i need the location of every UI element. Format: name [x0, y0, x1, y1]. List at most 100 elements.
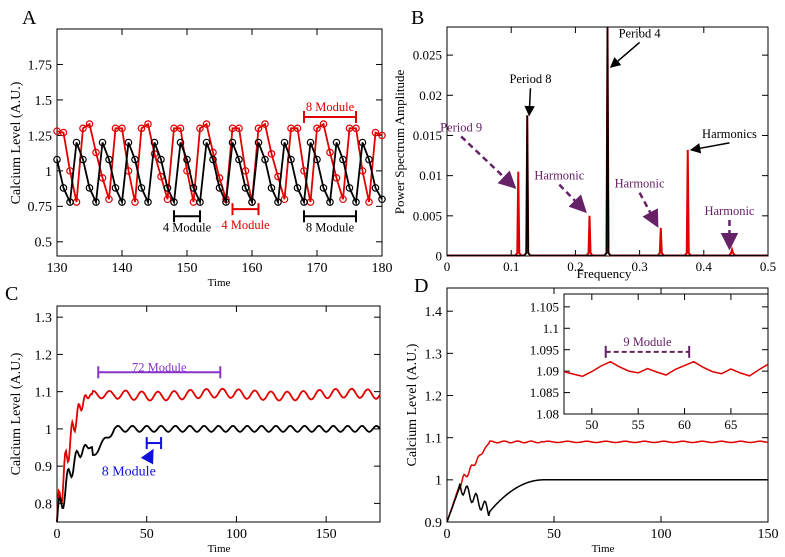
- y-tick-label: 0.9: [35, 460, 53, 475]
- y-tick-label: 1.5: [35, 94, 53, 109]
- y-tick-label: 0.005: [413, 208, 442, 223]
- x-tick-label: 0.4: [696, 259, 713, 274]
- y-tick-label: 0.02: [419, 88, 442, 103]
- panel-b-letter: B: [411, 7, 424, 29]
- x-tick-label: 170: [307, 261, 328, 276]
- panel-a-series-0-point: [261, 120, 269, 128]
- panel-a-series-1-point: [209, 155, 217, 164]
- y-tick-label: 1.1: [425, 432, 443, 447]
- y-tick-label: 0.8: [35, 497, 53, 512]
- panel-a-series-1-point: [332, 138, 341, 147]
- panel-b-annotation-5-label: Harmonic: [615, 177, 665, 191]
- panel-d-inset: 50 55 60 65 1.08 1.085 1.09 1.095 1.1 1.105 9 Mod…: [530, 293, 769, 432]
- panel-b: B 0 0.1 0.2 0.3 0.4 0.5 0 0.005 0.01 0.015 0.02 0.0…: [392, 7, 776, 281]
- panel-a-series-0-point: [118, 124, 126, 133]
- y-tick-label: 1.25: [28, 129, 53, 144]
- panel-a-series-0-point: [144, 120, 152, 128]
- panel-a-series-1-point: [228, 138, 237, 147]
- panel-c-frame: [56, 305, 381, 523]
- panel-a-series-0-point: [59, 128, 68, 137]
- panel-a-series-1-point: [222, 198, 230, 206]
- panel-b-annotation-0-arrow: [524, 88, 535, 117]
- y-tick-label: 1.085: [530, 385, 559, 400]
- panel-a-series-1-point: [235, 155, 243, 164]
- y-tick-label: 0.5: [35, 236, 53, 251]
- x-tick-label: 0: [444, 259, 451, 274]
- x-tick-label: 55: [632, 417, 645, 432]
- x-tick-label: 50: [140, 527, 154, 542]
- panel-a-series-1-point: [365, 155, 373, 164]
- panel-a-series-1-point: [118, 198, 126, 206]
- panel-d-inset-series-0-line: [563, 360, 769, 378]
- y-tick-label: 1: [45, 165, 52, 180]
- panel-c-series-0-line: [56, 387, 381, 523]
- panel-a-series-1-point: [189, 184, 198, 192]
- panel-a-series-1-point: [345, 184, 354, 192]
- panel-a-series-0-point: [131, 198, 139, 206]
- x-tick-label: 130: [47, 261, 68, 276]
- panel-a-series-1-point: [137, 184, 146, 192]
- y-tick-label: 1.2: [425, 389, 443, 404]
- panel-a-series-1-point: [144, 198, 152, 206]
- panel-c-letter: C: [5, 283, 18, 305]
- panel-a-series-1-point: [378, 195, 386, 204]
- panel-a-series-1-point: [72, 138, 81, 147]
- panel-b-annotation-2-arrow: [689, 142, 730, 154]
- x-tick-label: 150: [316, 527, 337, 542]
- x-tick-label: 0.1: [503, 259, 519, 274]
- y-tick-label: 1: [45, 423, 52, 438]
- panel-a-series-0-point: [235, 124, 243, 133]
- panel-b-series-1-spectrum: [447, 26, 768, 257]
- x-tick-label: 150: [758, 527, 779, 542]
- panel-a-series-1-point: [92, 198, 100, 206]
- panel-a-frame: [56, 28, 383, 257]
- panel-b-annotation-1-label: Period 4: [619, 26, 662, 40]
- panel-a-series-0-point: [352, 124, 360, 133]
- y-tick-label: 1.3: [425, 347, 443, 362]
- panel-b-annotation-4-arrow: [558, 183, 587, 214]
- panel-d-ylabel: Calcium Level (A.U.): [405, 343, 420, 466]
- y-tick-label: 1.095: [530, 342, 559, 357]
- panel-a-series-1-point: [371, 184, 380, 192]
- panel-a-series-0-point: [319, 120, 328, 128]
- panel-a-series-1-point: [105, 155, 113, 164]
- panel-a-series-1-point: [176, 138, 185, 147]
- panel-a-series-1-point: [339, 155, 347, 164]
- panel-a-series-1-point: [183, 155, 191, 164]
- y-tick-label: 1: [435, 474, 442, 489]
- panel-a-series-0-point: [254, 124, 263, 133]
- x-tick-label: 50: [585, 417, 598, 432]
- panel-c-series-1-line: [56, 424, 381, 523]
- panel-b-annotation-5-arrow: [638, 192, 659, 228]
- panel-b-annotation-3-arrow: [460, 135, 517, 189]
- panel-c-annotation-1-arrow: [140, 448, 154, 465]
- panel-b-xlabel: Frequency: [577, 266, 632, 281]
- panel-a-series-0-point: [202, 120, 211, 128]
- panel-c-xlabel: Time: [208, 543, 231, 555]
- panel-a-series-1-point: [267, 184, 276, 192]
- panel-a-series-0-point: [92, 148, 100, 157]
- panel-a-series-1-point: [163, 184, 172, 192]
- panel-a-series-0-point: [85, 120, 94, 128]
- panel-d-inset-frame: [563, 293, 769, 415]
- panel-a-annotation-0-label: 8 Module: [306, 100, 355, 114]
- panel-a-series-1-point: [287, 155, 295, 164]
- y-tick-label: 1.1: [543, 321, 559, 336]
- panel-a-series-1-point: [319, 184, 328, 192]
- y-tick-label: 1.08: [536, 407, 559, 422]
- panel-a-series-0-point: [378, 131, 386, 140]
- panel-a-series-1-point: [98, 138, 107, 147]
- panel-a-ylabel: Calcium Level (A.U.): [9, 81, 24, 204]
- panel-a-series-1-point: [352, 198, 360, 206]
- y-tick-label: 0.75: [28, 200, 53, 215]
- y-tick-label: 1.75: [28, 58, 53, 73]
- panel-b-ylabel: Power Spectrum Amplitude: [392, 70, 407, 215]
- panel-a-series-0-point: [79, 124, 87, 133]
- panel-a-series-0-point: [176, 124, 185, 133]
- panel-a-annotation-2-label: 4 Module: [221, 218, 270, 232]
- panel-a-series-0-point: [371, 128, 380, 137]
- panel-c-ylabel: Calcium Level (A.U.): [9, 352, 24, 475]
- panel-c-annotation-0-label: 72 Module: [132, 360, 187, 374]
- panel-a-series-1-point: [196, 198, 204, 206]
- panel-d-series-1-line: [446, 479, 768, 523]
